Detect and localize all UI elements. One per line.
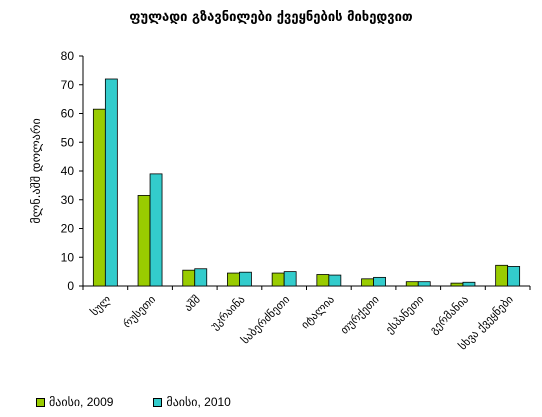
bar-2009	[92, 108, 106, 287]
legend-item-2009: მაისი, 2009	[36, 395, 113, 409]
bar-2009	[227, 272, 240, 287]
y-tick-label: 50	[61, 135, 75, 149]
bar-2009	[316, 274, 330, 287]
y-axis-title: მლნ.აშშ დოლარი	[29, 118, 43, 223]
legend-item-2010: მაისი, 2010	[153, 395, 231, 409]
x-tick-label: უკრაინა	[208, 293, 248, 333]
bar-2010	[283, 271, 297, 287]
x-tick-label: ესპანეთი	[383, 293, 427, 337]
bar-2010	[507, 266, 521, 287]
y-tick-label: 10	[61, 250, 75, 264]
bar-2009	[495, 264, 509, 287]
chart-bars	[92, 78, 521, 287]
y-tick-label: 80	[61, 49, 75, 63]
x-tick-label: სულ	[88, 293, 114, 319]
bar-2010	[328, 274, 342, 287]
bar-2010	[462, 281, 476, 287]
x-tick-label: რუსეთი	[120, 293, 158, 331]
legend-swatch-2010	[153, 397, 163, 407]
chart-title: ფულადი გზავნილები ქვეყნების მიხედვით	[129, 10, 413, 25]
bar-2010	[373, 276, 386, 287]
x-tick-label: აშშ	[182, 293, 203, 314]
bar-2010	[239, 271, 252, 287]
bar-2010	[194, 268, 208, 287]
x-tick-label: საბერძნეთი	[239, 293, 293, 347]
x-tick-label: გერმანია	[427, 293, 471, 337]
chart-legend: მაისი, 2009 მაისი, 2010	[36, 395, 271, 409]
y-tick-label: 40	[61, 164, 75, 178]
y-tick-label: 60	[61, 107, 75, 121]
legend-label-2010: მაისი, 2010	[166, 395, 231, 409]
bar-2009	[450, 282, 464, 287]
bar-2010	[104, 78, 118, 287]
bar-2010	[149, 173, 163, 287]
y-tick-label: 30	[61, 193, 75, 207]
x-tick-label: თურქეთი	[338, 293, 382, 337]
y-tick-label: 20	[61, 222, 75, 236]
legend-label-2009: მაისი, 2009	[49, 395, 114, 409]
x-tick-label: იტალია	[298, 293, 337, 332]
bar-2009	[182, 269, 196, 287]
y-tick-label: 0	[67, 279, 74, 293]
bar-2009	[405, 281, 419, 287]
bar-2009	[137, 195, 151, 287]
bar-2009	[361, 278, 374, 287]
bar-2010	[417, 281, 431, 287]
legend-swatch-2009	[36, 397, 45, 407]
y-tick-label: 70	[61, 78, 75, 92]
bar-2009	[271, 272, 285, 287]
